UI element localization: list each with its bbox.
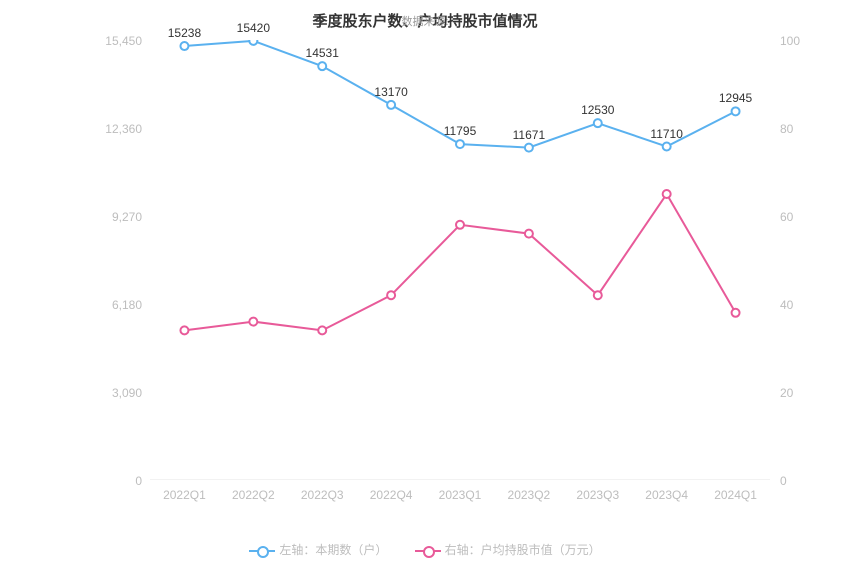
legend-item-right: 右轴：户均持股市值（万元）: [415, 541, 601, 558]
series-left-data-label: 14531: [306, 46, 339, 60]
series-left-data-label: 12530: [581, 103, 614, 117]
y-left-tick-label: 6,180: [92, 298, 142, 312]
y-right-tick-label: 100: [780, 34, 800, 48]
x-tick-label: 2023Q3: [576, 488, 619, 502]
legend-swatch-left: [249, 545, 275, 557]
series-left-data-label: 12945: [719, 91, 752, 105]
x-tick-label: 2024Q1: [714, 488, 757, 502]
y-left-tick-label: 3,090: [92, 386, 142, 400]
y-right-tick-label: 60: [780, 210, 793, 224]
legend-label-right: 右轴：户均持股市值（万元）: [445, 543, 601, 557]
legend-label-left: 左轴：本期数（户）: [279, 543, 387, 557]
y-right-tick-label: 40: [780, 298, 793, 312]
series-left-data-label: 11710: [650, 127, 682, 141]
x-tick-label: 2022Q3: [301, 488, 344, 502]
legend-swatch-right: [415, 545, 441, 557]
y-right-tick-label: 20: [780, 386, 793, 400]
series-left-data-label: 11671: [513, 128, 545, 142]
chart-plot: [150, 40, 770, 480]
legend: 左轴：本期数（户） 右轴：户均持股市值（万元）: [0, 541, 850, 558]
legend-item-left: 左轴：本期数（户）: [249, 541, 387, 558]
y-left-tick-label: 9,270: [92, 210, 142, 224]
series-left-data-label: 11795: [444, 124, 476, 138]
source-watermark: 数据来源:: [0, 13, 850, 29]
series-left-data-label: 15238: [168, 26, 201, 40]
series-left-data-label: 15420: [237, 21, 270, 35]
y-left-tick-label: 15,450: [92, 34, 142, 48]
y-left-tick-label: 12,360: [92, 122, 142, 136]
x-tick-label: 2022Q1: [163, 488, 206, 502]
x-tick-label: 2023Q2: [508, 488, 551, 502]
x-tick-label: 2022Q4: [370, 488, 413, 502]
x-tick-label: 2022Q2: [232, 488, 275, 502]
y-left-tick-label: 0: [92, 474, 142, 488]
x-tick-label: 2023Q4: [645, 488, 688, 502]
y-right-tick-label: 80: [780, 122, 793, 136]
series-left-data-label: 13170: [374, 85, 407, 99]
y-right-tick-label: 0: [780, 474, 787, 488]
x-tick-label: 2023Q1: [439, 488, 482, 502]
